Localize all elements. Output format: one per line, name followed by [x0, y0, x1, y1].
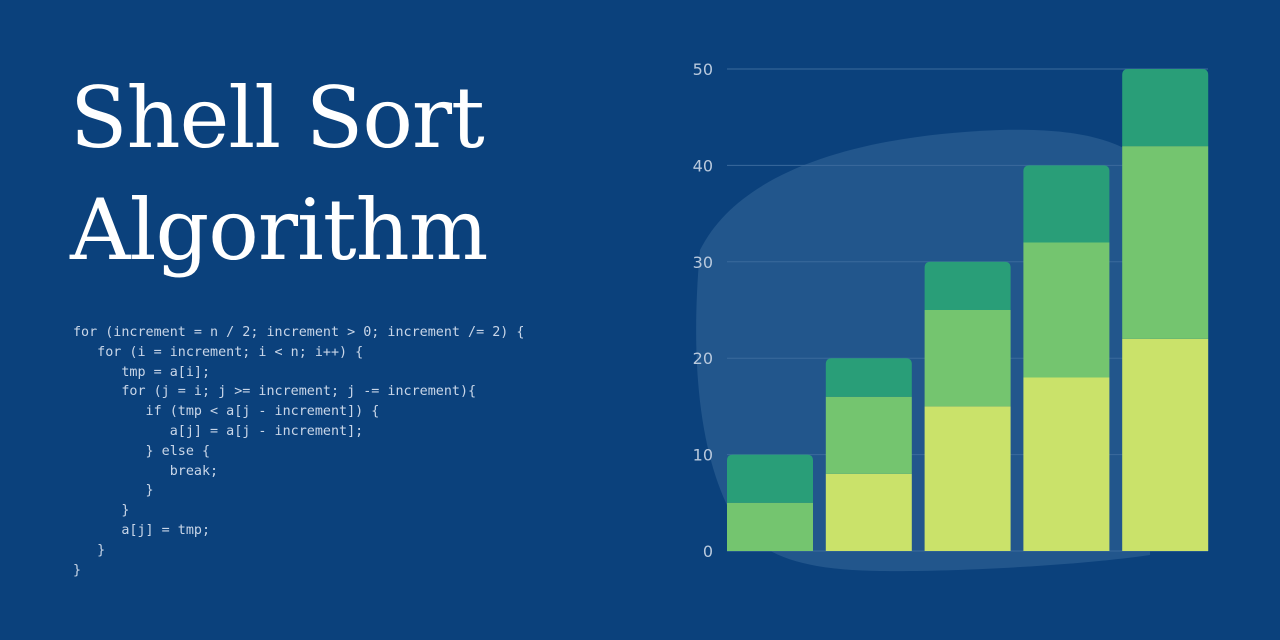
- code-line: } else {: [73, 443, 211, 459]
- bar-stack: [924, 261, 1011, 551]
- bar-segment: [1023, 165, 1110, 243]
- bar-segment: [924, 310, 1011, 407]
- code-line: a[j] = tmp;: [73, 522, 211, 538]
- y-tick-label: 40: [693, 156, 713, 175]
- y-tick-label: 10: [693, 446, 713, 465]
- bar-segment: [1023, 242, 1110, 378]
- bar-segment: [924, 261, 1011, 310]
- y-axis-labels: 0 10 20 30 40 50: [693, 60, 713, 561]
- title-line-2: Algorithm: [70, 181, 488, 279]
- code-line: break;: [73, 463, 219, 479]
- bar-segment: [1023, 377, 1110, 551]
- bar-stack: [1023, 165, 1110, 551]
- y-tick-label: 0: [703, 542, 713, 561]
- page-title: Shell Sort Algorithm: [70, 62, 488, 286]
- code-block: for (increment = n / 2; increment > 0; i…: [73, 323, 524, 580]
- code-line: }: [73, 562, 82, 578]
- code-line: tmp = a[i];: [73, 364, 211, 380]
- bar-segment: [727, 454, 813, 503]
- bar-segment: [727, 502, 813, 551]
- bar-segment: [825, 358, 912, 397]
- code-line: if (tmp < a[j - increment]) {: [73, 404, 380, 420]
- code-line: }: [73, 542, 106, 558]
- code-line: for (i = increment; i < n; i++) {: [73, 344, 364, 360]
- bar-stack: [727, 454, 813, 551]
- bar-segment: [924, 406, 1011, 551]
- bar-segment: [1122, 146, 1209, 339]
- bar-stack: [825, 358, 912, 551]
- code-line: }: [73, 503, 130, 519]
- bar-segment: [1122, 338, 1209, 551]
- code-line: }: [73, 483, 154, 499]
- y-tick-label: 30: [693, 253, 713, 272]
- y-tick-label: 20: [693, 349, 713, 368]
- bars: [727, 69, 1209, 551]
- y-tick-label: 50: [693, 60, 713, 79]
- code-line: for (increment = n / 2; increment > 0; i…: [73, 325, 525, 340]
- bar-segment: [1122, 69, 1209, 147]
- title-line-1: Shell Sort: [70, 69, 485, 167]
- code-line: for (j = i; j >= increment; j -= increme…: [73, 384, 477, 400]
- bar-segment: [825, 473, 912, 551]
- bar-stack: [1122, 69, 1209, 551]
- code-line: a[j] = a[j - increment];: [73, 423, 364, 439]
- bar-segment: [825, 396, 912, 474]
